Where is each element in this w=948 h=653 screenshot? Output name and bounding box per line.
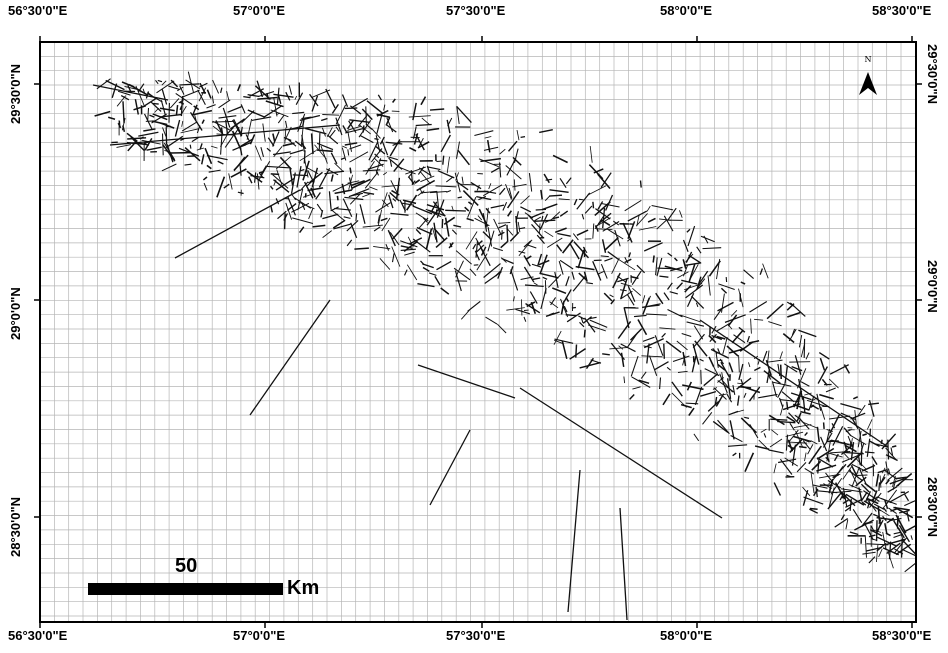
lon-label-bottom-3: 57°30'0"E bbox=[446, 628, 505, 643]
lon-label-bottom-4: 58°0'0"E bbox=[660, 628, 712, 643]
scale-distance-label: 50 bbox=[175, 555, 197, 578]
lat-label-left-2: 29°0'0"N bbox=[8, 287, 23, 340]
lon-label-bottom-2: 57°0'0"E bbox=[233, 628, 285, 643]
lon-label-bottom-1: 56°30'0"E bbox=[8, 628, 67, 643]
lat-label-right-1: 29°30'0"N bbox=[925, 44, 940, 104]
lon-label-top-1: 56°30'0"E bbox=[8, 3, 67, 18]
lon-label-top-2: 57°0'0"E bbox=[233, 3, 285, 18]
lon-label-top-5: 58°30'0"E bbox=[872, 3, 931, 18]
lon-label-bottom-5: 58°30'0"E bbox=[872, 628, 931, 643]
lon-label-top-4: 58°0'0"E bbox=[660, 3, 712, 18]
lon-label-top-3: 57°30'0"E bbox=[446, 3, 505, 18]
lat-label-left-3: 28°30'0"N bbox=[8, 497, 23, 557]
scale-bar bbox=[88, 583, 283, 595]
scale-unit-label: Km bbox=[287, 577, 319, 600]
lat-label-right-3: 28°30'0"N bbox=[925, 477, 940, 537]
lat-label-left-1: 29°30'0"N bbox=[8, 64, 23, 124]
north-arrow-label: N bbox=[865, 55, 872, 64]
lat-label-right-2: 29°0'0"N bbox=[925, 260, 940, 313]
